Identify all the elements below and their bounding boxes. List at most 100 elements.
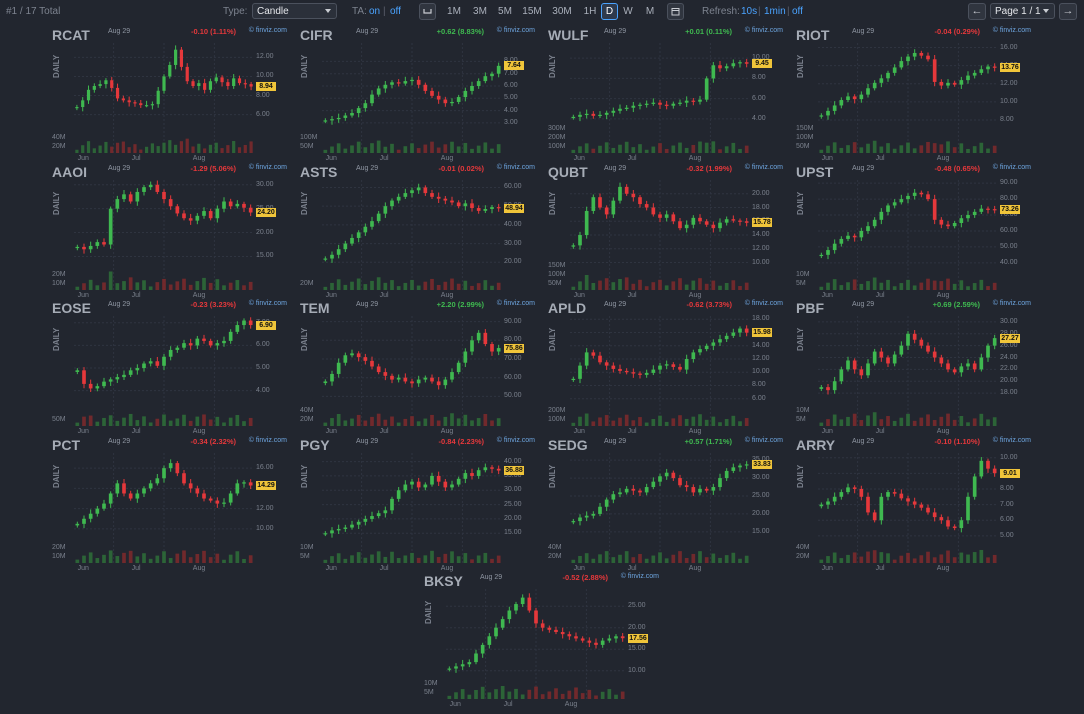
chart-qubt[interactable]: QUBT Aug 29 -0.32 (1.99%) © finviz.com DAILY… xyxy=(546,163,784,299)
volume-bar xyxy=(135,282,140,290)
candle xyxy=(470,340,474,352)
ticker-label[interactable]: PGY xyxy=(300,437,330,453)
candle xyxy=(932,351,937,358)
volume-bar xyxy=(480,686,485,699)
refresh-1min-link[interactable]: 1min xyxy=(764,6,786,17)
timeframe-15m[interactable]: 15M xyxy=(522,6,542,17)
ta-off-link[interactable]: off xyxy=(390,6,401,17)
ticker-label[interactable]: APLD xyxy=(548,300,587,316)
volume-bar xyxy=(490,420,494,426)
refresh-10s-link[interactable]: 10s xyxy=(741,6,758,17)
chart-sedg[interactable]: SEDG Aug 29 +0.57 (1.71%) © finviz.com DAILY… xyxy=(546,436,784,572)
chart-aaoi[interactable]: AAOI Aug 29 -1.29 (5.06%) © finviz.com DAILY… xyxy=(50,163,288,299)
timeframe-5m[interactable]: 5M xyxy=(498,6,512,17)
ticker-label[interactable]: CIFR xyxy=(300,27,333,43)
volume-bar xyxy=(376,551,381,563)
timeframe-d[interactable]: D xyxy=(601,3,618,20)
candle xyxy=(454,666,458,669)
ticker-label[interactable]: EOSE xyxy=(52,300,91,316)
volume-bar xyxy=(698,551,702,563)
candle xyxy=(638,490,642,493)
candle xyxy=(584,113,589,116)
chart-wulf[interactable]: WULF Aug 29 +0.01 (0.11%) © finviz.com DAILY… xyxy=(546,26,784,162)
chart-cifr[interactable]: CIFR Aug 29 +0.62 (8.83%) © finviz.com DAILY… xyxy=(298,26,536,162)
volume-bar xyxy=(248,417,253,426)
ticker-label[interactable]: RIOT xyxy=(796,27,830,43)
ta-on-link[interactable]: on xyxy=(369,6,381,17)
chart-pgy[interactable]: PGY Aug 29 -0.84 (2.23%) © finviz.com DAILY 4… xyxy=(298,436,536,572)
chart-date: Aug 29 xyxy=(356,301,379,308)
candle xyxy=(979,69,984,73)
prev-page-button[interactable]: ← xyxy=(968,3,986,20)
chart-type-select[interactable]: Candle xyxy=(252,3,337,19)
volume-bar xyxy=(594,695,598,699)
candle xyxy=(383,372,388,376)
timeframe-3m[interactable]: 3M xyxy=(473,6,487,17)
last-price-tag: 48.94 xyxy=(504,203,524,213)
calendar-button[interactable] xyxy=(667,3,684,20)
chart-style-button[interactable] xyxy=(419,3,436,20)
ticker-label[interactable]: TEM xyxy=(300,300,330,316)
volume-tick-label: 50M xyxy=(52,416,66,423)
source-label: © finviz.com xyxy=(248,437,287,444)
ticker-label[interactable]: SEDG xyxy=(548,437,588,453)
chart-arry[interactable]: ARRY Aug 29 -0.10 (1.10%) © finviz.com DAILY… xyxy=(794,436,1032,572)
chart-rcat[interactable]: RCAT Aug 29 -0.10 (1.11%) © finviz.com DAILY… xyxy=(50,26,288,162)
chart-asts[interactable]: ASTS Aug 29 -0.01 (0.02%) © finviz.com DAILY… xyxy=(298,163,536,299)
x-tick-label: Aug xyxy=(564,701,578,708)
candle xyxy=(554,629,558,632)
timeframe-1m[interactable]: 1M xyxy=(447,6,461,17)
ticker-label[interactable]: UPST xyxy=(796,164,834,180)
volume-bar xyxy=(966,286,970,290)
candle xyxy=(826,110,830,116)
volume-bar xyxy=(598,145,602,153)
volume-bar xyxy=(591,283,596,290)
timeframe-w[interactable]: W xyxy=(623,6,633,17)
timeframe-1h[interactable]: 1H xyxy=(583,6,597,17)
chart-eose[interactable]: EOSE Aug 29 -0.23 (3.23%) © finviz.com DAILY… xyxy=(50,299,288,435)
candle xyxy=(416,79,421,85)
ticker-label[interactable]: RCAT xyxy=(52,27,90,43)
ticker-label[interactable]: PCT xyxy=(52,437,80,453)
candle xyxy=(363,357,368,361)
candle xyxy=(587,640,592,643)
ticker-label[interactable]: ASTS xyxy=(300,164,338,180)
chart-pct[interactable]: PCT Aug 29 -0.34 (2.32%) © finviz.com DAILY 1… xyxy=(50,436,288,572)
ticker-label[interactable]: QUBT xyxy=(548,164,588,180)
x-tick-label: Jun xyxy=(77,155,89,162)
x-tick-label: Jul xyxy=(131,155,141,162)
candle xyxy=(906,195,910,200)
chart-bksy[interactable]: BKSY Aug 29 -0.52 (2.88%) © finviz.com DAILY… xyxy=(422,572,660,708)
candle xyxy=(222,502,226,504)
next-page-button[interactable]: → xyxy=(1059,3,1077,20)
timeframe-30m[interactable]: 30M xyxy=(552,6,572,17)
candle xyxy=(148,184,153,188)
timeframe-m[interactable]: M xyxy=(645,6,655,17)
volume-bar xyxy=(852,552,857,563)
chart-apld[interactable]: APLD Aug 29 -0.62 (3.73%) © finviz.com DAILY… xyxy=(546,299,784,435)
volume-bar xyxy=(584,413,589,426)
volume-bar xyxy=(852,413,857,426)
candle xyxy=(202,338,206,341)
volume-bar xyxy=(832,414,837,426)
y-tick-label: 5.00 xyxy=(504,94,518,102)
ticker-label[interactable]: BKSY xyxy=(424,573,463,589)
ticker-label[interactable]: AAOI xyxy=(52,164,87,180)
volume-bar xyxy=(932,280,937,290)
chart-tem[interactable]: TEM Aug 29 +2.20 (2.99%) © finviz.com DAILY 9… xyxy=(298,299,536,435)
candle xyxy=(992,66,997,68)
chart-pbf[interactable]: PBF Aug 29 +0.69 (2.59%) © finviz.com DAILY 3… xyxy=(794,299,1032,435)
refresh-off-link[interactable]: off xyxy=(792,6,803,17)
price-change: -0.52 (2.88%) xyxy=(562,573,608,582)
ticker-label[interactable]: WULF xyxy=(548,27,589,43)
ticker-label[interactable]: PBF xyxy=(796,300,824,316)
candle xyxy=(115,377,120,380)
volume-tick-label: 5M xyxy=(300,553,310,560)
page-select[interactable]: Page 1 / 1 xyxy=(990,3,1055,19)
chart-upst[interactable]: UPST Aug 29 -0.48 (0.65%) © finviz.com DAILY… xyxy=(794,163,1032,299)
ticker-label[interactable]: ARRY xyxy=(796,437,836,453)
chart-riot[interactable]: RIOT Aug 29 -0.04 (0.29%) © finviz.com DAILY… xyxy=(794,26,1032,162)
volume-bar xyxy=(631,147,636,153)
volume-bar xyxy=(926,551,930,563)
volume-bar xyxy=(926,278,930,290)
